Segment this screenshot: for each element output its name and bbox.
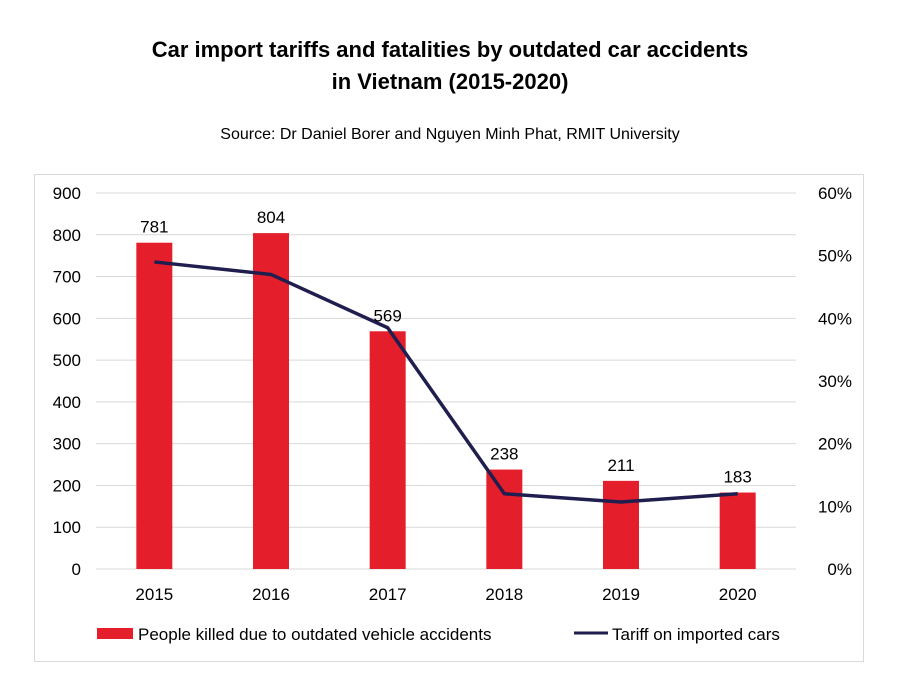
chart-title-line-2: in Vietnam (2015-2020) xyxy=(331,69,569,94)
chart-title: Car import tariffs and fatalities by out… xyxy=(0,34,900,98)
right-axis-tick-label: 60% xyxy=(818,184,852,203)
right-axis-tick-label: 20% xyxy=(818,435,852,454)
bar-data-label: 183 xyxy=(723,468,751,487)
bar xyxy=(369,331,406,569)
bar xyxy=(253,233,289,569)
x-axis-ticks: 2015 2016 2017 2018 2019 2020 xyxy=(135,585,756,604)
right-axis-tick-label: 10% xyxy=(818,497,852,516)
bar xyxy=(603,480,639,569)
bar-data-label: 569 xyxy=(373,306,401,325)
left-axis-tick-label: 100 xyxy=(53,518,81,537)
x-axis-tick-label: 2017 xyxy=(369,585,407,604)
legend: People killed due to outdated vehicle ac… xyxy=(97,625,780,644)
right-axis-tick-label: 30% xyxy=(818,372,852,391)
left-axis-ticks: 0 100 200 300 400 500 600 700 800 900 xyxy=(53,184,81,579)
bar xyxy=(136,242,173,569)
left-axis-tick-label: 300 xyxy=(53,435,81,454)
right-axis-tick-label: 50% xyxy=(818,247,852,266)
x-axis-tick-label: 2015 xyxy=(135,585,173,604)
left-axis-tick-label: 800 xyxy=(53,226,81,245)
x-axis-tick-label: 2018 xyxy=(485,585,523,604)
left-axis-tick-label: 400 xyxy=(53,393,81,412)
bar-data-label: 804 xyxy=(257,208,285,227)
right-axis-tick-label: 0% xyxy=(827,560,852,579)
bar-series xyxy=(136,233,756,569)
legend-line-label: Tariff on imported cars xyxy=(612,625,780,644)
bar xyxy=(486,469,523,569)
line-series xyxy=(154,260,738,504)
bar-data-label: 781 xyxy=(140,218,168,237)
left-axis-tick-label: 700 xyxy=(53,268,81,287)
legend-bar-label: People killed due to outdated vehicle ac… xyxy=(138,625,491,644)
bar-data-label: 211 xyxy=(607,456,634,475)
tariff-line xyxy=(154,260,738,504)
left-axis-tick-label: 500 xyxy=(53,351,81,370)
left-axis-tick-label: 0 xyxy=(72,560,81,579)
left-axis-tick-label: 200 xyxy=(53,476,81,495)
x-axis-tick-label: 2019 xyxy=(602,585,640,604)
gridlines xyxy=(96,192,796,570)
bar xyxy=(719,492,756,569)
chart-title-line-1: Car import tariffs and fatalities by out… xyxy=(151,37,749,62)
bar-data-label: 238 xyxy=(490,445,518,464)
left-axis-tick-label: 900 xyxy=(53,184,81,203)
x-axis-tick-label: 2020 xyxy=(719,585,757,604)
right-axis-tick-label: 40% xyxy=(818,309,852,328)
right-axis-ticks: 0% 10% 20% 30% 40% 50% 60% xyxy=(818,184,852,579)
x-axis-tick-label: 2016 xyxy=(252,585,290,604)
left-axis-tick-label: 600 xyxy=(53,309,81,328)
chart-subtitle: Source: Dr Daniel Borer and Nguyen Minh … xyxy=(220,126,680,143)
chart-frame xyxy=(34,174,864,662)
legend-bar-swatch xyxy=(97,628,133,639)
data-labels: 781 804 569 238 211 183 xyxy=(140,208,752,486)
